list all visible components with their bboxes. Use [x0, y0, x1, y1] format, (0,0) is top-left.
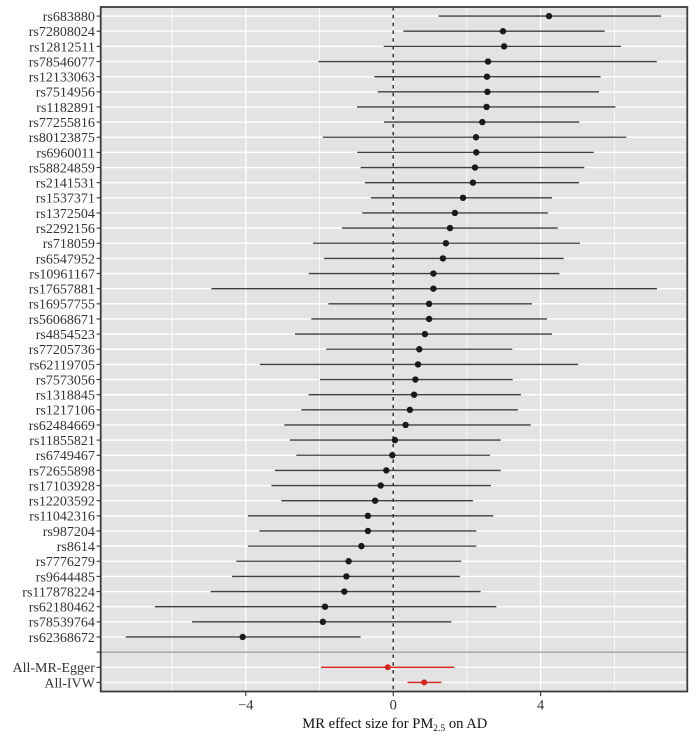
svg-text:rs1372504: rs1372504: [36, 207, 95, 222]
svg-text:rs6960011: rs6960011: [36, 146, 95, 161]
svg-text:rs16957755: rs16957755: [29, 298, 95, 313]
svg-text:All-MR-Egger: All-MR-Egger: [12, 661, 95, 676]
svg-text:rs12133063: rs12133063: [29, 71, 95, 86]
svg-text:rs117878224: rs117878224: [22, 585, 95, 600]
svg-text:rs10961167: rs10961167: [29, 267, 95, 282]
svg-text:rs62180462: rs62180462: [29, 601, 95, 616]
svg-text:rs11855821: rs11855821: [29, 434, 95, 449]
svg-text:rs4854523: rs4854523: [36, 328, 95, 343]
svg-text:4: 4: [537, 697, 544, 713]
svg-text:rs2141531: rs2141531: [36, 177, 95, 192]
svg-text:rs2292156: rs2292156: [36, 222, 95, 237]
svg-text:rs62484669: rs62484669: [29, 419, 95, 434]
svg-text:rs58824859: rs58824859: [29, 161, 95, 176]
svg-text:rs17657881: rs17657881: [29, 283, 95, 298]
svg-text:rs62368672: rs62368672: [29, 631, 95, 646]
svg-text:rs9644485: rs9644485: [36, 570, 95, 585]
svg-text:rs8614: rs8614: [57, 540, 95, 555]
svg-text:rs1318845: rs1318845: [36, 389, 95, 404]
svg-text:rs1537371: rs1537371: [36, 192, 95, 207]
svg-text:rs78539764: rs78539764: [29, 616, 95, 631]
svg-text:rs7573056: rs7573056: [36, 373, 95, 388]
svg-text:rs77205736: rs77205736: [29, 343, 95, 358]
svg-text:rs1182891: rs1182891: [36, 101, 95, 116]
svg-text:rs718059: rs718059: [43, 237, 95, 252]
svg-text:rs80123875: rs80123875: [29, 131, 95, 146]
svg-text:rs6749467: rs6749467: [36, 449, 95, 464]
svg-text:rs56068671: rs56068671: [29, 313, 95, 328]
svg-text:−4: −4: [238, 697, 253, 713]
svg-text:rs987204: rs987204: [43, 525, 95, 540]
svg-text:MR effect size for PM2.5 on AD: MR effect size for PM2.5 on AD: [302, 716, 487, 734]
svg-text:rs683880: rs683880: [43, 10, 95, 25]
svg-text:rs11042316: rs11042316: [29, 510, 95, 525]
svg-text:rs72808024: rs72808024: [29, 25, 95, 40]
svg-text:rs1217106: rs1217106: [36, 404, 95, 419]
svg-text:rs12812511: rs12812511: [29, 40, 95, 55]
svg-text:rs72655898: rs72655898: [29, 464, 95, 479]
svg-text:rs77255816: rs77255816: [29, 116, 95, 131]
svg-text:rs62119705: rs62119705: [29, 358, 95, 373]
svg-text:rs12203592: rs12203592: [29, 495, 95, 510]
svg-text:All-IVW: All-IVW: [44, 676, 95, 691]
svg-text:rs78546077: rs78546077: [29, 55, 95, 70]
svg-text:0: 0: [390, 697, 397, 713]
svg-text:rs6547952: rs6547952: [36, 252, 95, 267]
svg-text:rs7776279: rs7776279: [36, 555, 95, 570]
svg-text:rs17103928: rs17103928: [29, 479, 95, 494]
svg-text:rs7514956: rs7514956: [36, 86, 95, 101]
